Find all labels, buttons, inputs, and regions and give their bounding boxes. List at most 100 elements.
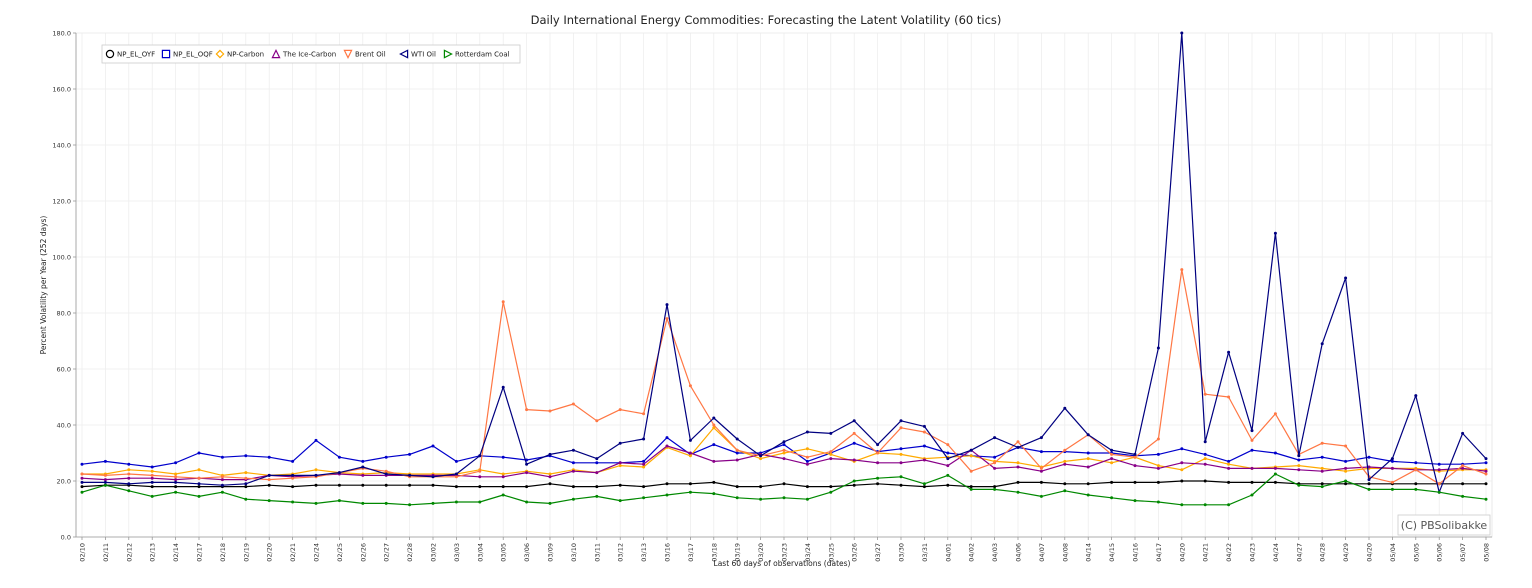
data-point-wti-oil	[665, 303, 669, 307]
x-tick-label: 03/23	[781, 543, 789, 562]
data-point-np-carbon	[1110, 461, 1114, 465]
data-point-rotterdam-coal	[735, 496, 739, 500]
data-point-np-el-oqf	[431, 444, 435, 448]
data-point-rotterdam-coal	[1227, 503, 1231, 507]
data-point-the-ice-carbon	[501, 475, 505, 479]
data-point-np-carbon	[314, 468, 318, 472]
data-point-np-el-oyf	[642, 485, 646, 489]
data-point-wti-oil	[1156, 346, 1160, 350]
x-tick-label: 04/20	[1366, 543, 1374, 562]
data-point-rotterdam-coal	[946, 473, 950, 477]
x-tick-label: 02/21	[289, 543, 297, 562]
data-point-np-carbon	[1180, 468, 1184, 472]
data-point-rotterdam-coal	[1320, 485, 1324, 489]
data-point-wti-oil	[688, 438, 692, 442]
data-point-np-el-oyf	[454, 485, 458, 489]
data-point-the-ice-carbon	[571, 469, 575, 473]
data-point-brent-oil	[969, 469, 973, 473]
data-point-brent-oil	[127, 472, 131, 476]
data-point-rotterdam-coal	[1039, 494, 1043, 498]
data-point-the-ice-carbon	[829, 457, 833, 461]
data-point-rotterdam-coal	[782, 496, 786, 500]
x-tick-label: 05/08	[1483, 543, 1491, 562]
data-point-the-ice-carbon	[665, 444, 669, 448]
data-point-np-el-oqf	[1250, 448, 1254, 452]
data-point-np-el-oyf	[314, 483, 318, 487]
data-point-rotterdam-coal	[197, 494, 201, 498]
data-point-brent-oil	[805, 455, 809, 459]
data-point-the-ice-carbon	[174, 478, 178, 482]
data-point-np-el-oyf	[1133, 480, 1137, 484]
data-point-np-el-oyf	[197, 485, 201, 489]
data-point-np-el-oyf	[1039, 480, 1043, 484]
data-point-wti-oil	[103, 480, 107, 484]
data-point-rotterdam-coal	[1156, 500, 1160, 504]
x-tick-label: 05/07	[1459, 543, 1467, 562]
data-point-wti-oil	[1484, 457, 1488, 461]
x-tick-label: 05/04	[1389, 543, 1397, 562]
data-point-wti-oil	[946, 457, 950, 461]
x-tick-label: 02/12	[125, 543, 133, 562]
data-point-brent-oil	[1063, 448, 1067, 452]
data-point-np-carbon	[127, 468, 131, 472]
data-point-np-el-oqf	[735, 451, 739, 455]
data-point-np-el-oyf	[922, 485, 926, 489]
data-point-brent-oil	[946, 443, 950, 447]
data-point-np-el-oyf	[1320, 482, 1324, 486]
data-point-wti-oil	[1250, 429, 1254, 433]
data-point-np-el-oqf	[1367, 455, 1371, 459]
data-point-rotterdam-coal	[665, 493, 669, 497]
data-point-wti-oil	[642, 437, 646, 441]
data-point-brent-oil	[922, 430, 926, 434]
data-point-rotterdam-coal	[1180, 503, 1184, 507]
data-point-np-carbon	[969, 454, 973, 458]
copyright-frame	[1397, 514, 1491, 536]
data-point-np-el-oqf	[1437, 462, 1441, 466]
data-point-the-ice-carbon	[688, 451, 692, 455]
data-point-brent-oil	[1203, 392, 1207, 396]
data-point-the-ice-carbon	[1437, 468, 1441, 472]
data-point-np-el-oyf	[899, 483, 903, 487]
data-point-np-el-oyf	[852, 483, 856, 487]
data-point-np-el-oyf	[1344, 482, 1348, 486]
data-point-brent-oil	[1016, 440, 1020, 444]
data-point-the-ice-carbon	[80, 476, 84, 480]
data-point-wti-oil	[712, 416, 716, 420]
data-point-wti-oil	[501, 385, 505, 389]
data-point-np-el-oqf	[361, 459, 365, 463]
data-point-np-el-oyf	[548, 482, 552, 486]
data-point-np-el-oqf	[174, 461, 178, 465]
copyright-text: (C) PBSolibakke	[1401, 519, 1488, 532]
y-tick-label: 0.0	[61, 533, 71, 541]
data-point-rotterdam-coal	[525, 500, 529, 504]
data-point-the-ice-carbon	[735, 458, 739, 462]
legend-label-np-el-oqf: NP_EL_OQF	[173, 51, 213, 59]
data-point-np-el-oqf	[1203, 452, 1207, 456]
data-point-rotterdam-coal	[1203, 503, 1207, 507]
series-lines	[80, 31, 1488, 507]
data-point-wti-oil	[595, 457, 599, 461]
data-point-np-carbon	[782, 451, 786, 455]
data-point-rotterdam-coal	[1461, 494, 1465, 498]
x-tick-label: 05/05	[1412, 543, 1420, 562]
data-point-np-el-oqf	[1227, 459, 1231, 463]
data-point-np-carbon	[1156, 464, 1160, 468]
data-point-wti-oil	[80, 480, 84, 484]
data-point-brent-oil	[1344, 444, 1348, 448]
x-tick-label: 04/01	[944, 543, 952, 562]
x-tick-label: 03/04	[476, 543, 484, 562]
data-point-brent-oil	[782, 448, 786, 452]
data-point-brent-oil	[103, 473, 107, 477]
data-point-wti-oil	[244, 482, 248, 486]
legend-marker-rotterdam-coal	[443, 49, 453, 59]
data-point-wti-oil	[408, 473, 412, 477]
data-point-np-carbon	[548, 472, 552, 476]
data-point-brent-oil	[478, 469, 482, 473]
data-point-np-el-oyf	[1110, 480, 1114, 484]
data-point-wti-oil	[431, 475, 435, 479]
legend-label-the-ice-carbon: The Ice-Carbon	[282, 51, 336, 59]
x-tick-label: 04/27	[1295, 543, 1303, 562]
data-point-rotterdam-coal	[454, 500, 458, 504]
data-point-wti-oil	[899, 419, 903, 423]
